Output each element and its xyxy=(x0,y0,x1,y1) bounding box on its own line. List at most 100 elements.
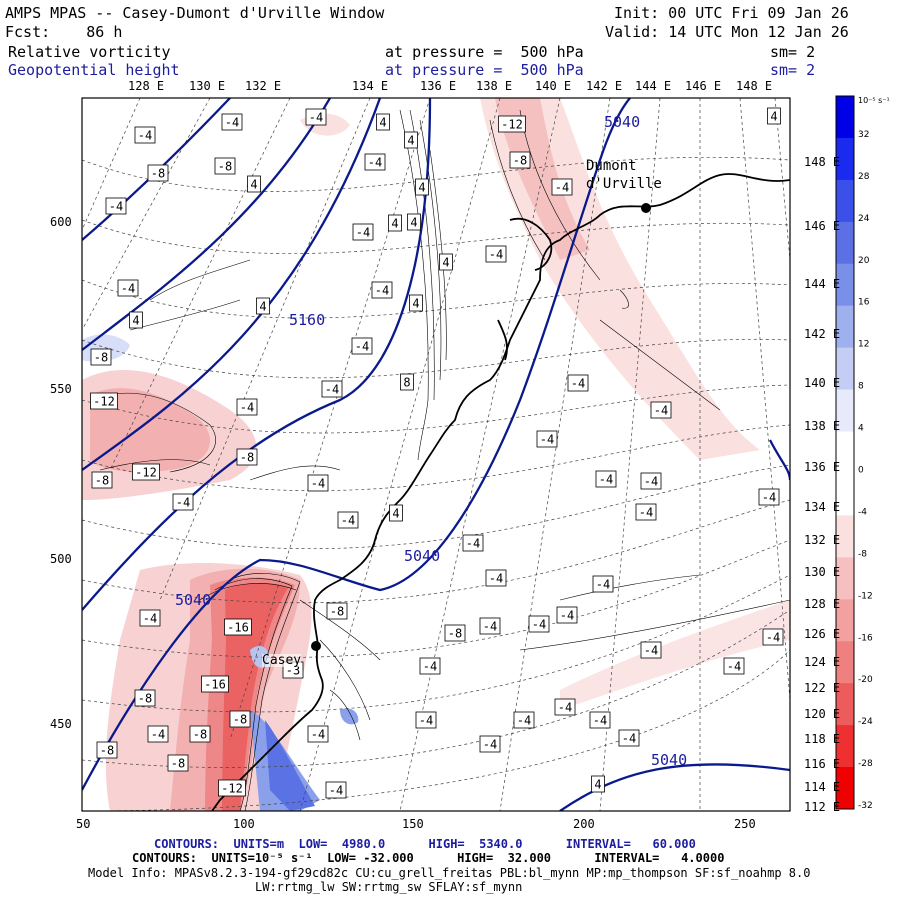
vorticity-label: -8 xyxy=(189,725,211,743)
vorticity-label: -4 xyxy=(415,711,437,729)
y-tick-label: 600 xyxy=(50,215,72,229)
vorticity-label: -4 xyxy=(307,725,329,743)
vorticity-label: -8 xyxy=(444,624,466,642)
longitude-label: 136 E xyxy=(420,79,457,93)
height-contour-info: CONTOURS: UNITS=m LOW= 4980.0 HIGH= 5340… xyxy=(154,837,696,851)
vorticity-label: -4 xyxy=(221,113,243,131)
vorticity-label: -4 xyxy=(635,503,657,521)
vorticity-label: 4 xyxy=(404,131,418,149)
vorticity-label-text: 4 xyxy=(259,300,266,314)
vorticity-label: -4 xyxy=(758,488,780,506)
vorticity-label: -8 xyxy=(90,348,112,366)
vorticity-label: 4 xyxy=(591,775,605,793)
latitude-label: 134 E xyxy=(804,500,841,514)
field2-name: Geopotential height xyxy=(8,61,180,79)
vorticity-label: -4 xyxy=(485,569,507,587)
vorticity-label-text: -4 xyxy=(311,728,325,742)
vorticity-label: -4 xyxy=(640,641,662,659)
colorbar-segment xyxy=(836,263,854,307)
vorticity-label-text: -4 xyxy=(483,738,497,752)
figure-title: AMPS MPAS -- Casey-Dumont d'Urville Wind… xyxy=(5,4,385,22)
colorbar-segment xyxy=(836,767,854,810)
colorbar-tick-label: 12 xyxy=(858,340,869,350)
x-tick-label: 200 xyxy=(573,817,595,831)
vorticity-label-text: -4 xyxy=(558,701,572,715)
latitude-label: 114 E xyxy=(804,780,841,794)
vorticity-label-text: 4 xyxy=(392,507,399,521)
colorbar-tick-label: 4 xyxy=(858,424,864,434)
vorticity-label: -4 xyxy=(147,725,169,743)
colorbar-tick-label: -24 xyxy=(858,717,873,727)
vorticity-label: 4 xyxy=(415,178,429,196)
x-tick-label: 150 xyxy=(402,817,424,831)
vorticity-label-text: -4 xyxy=(727,660,741,674)
latitude-label: 140 E xyxy=(804,376,841,390)
field1-smoothing: sm= 2 xyxy=(770,43,816,61)
vorticity-label-text: -4 xyxy=(419,714,433,728)
vorticity-label-text: -4 xyxy=(311,477,325,491)
vorticity-label: -4 xyxy=(371,281,393,299)
colorbar-tick-label: -20 xyxy=(858,675,873,685)
latitude-label: 146 E xyxy=(804,219,841,233)
vorticity-label-text: -4 xyxy=(355,340,369,354)
vorticity-contour-labels: -4-4 -4 44-12-84-8 -84-44 -4-4-44 4-44-44-444… xyxy=(90,107,784,799)
vorticity-label: -4 xyxy=(117,279,139,297)
vorticity-label-text: -4 xyxy=(329,784,343,798)
vorticity-label-text: -4 xyxy=(639,506,653,520)
init-time: Init: 00 UTC Fri 09 Jan 26 xyxy=(614,4,849,22)
vorticity-label-text: -4 xyxy=(555,181,569,195)
map-area: -4-4 -4 44-12-84-8 -84-44 -4-4-44 4-44-44-444… xyxy=(82,98,790,811)
vorticity-label-text: 4 xyxy=(379,116,386,130)
vorticity-label-text: -4 xyxy=(654,404,668,418)
colorbar-segment xyxy=(836,599,854,642)
vorticity-label: -4 xyxy=(351,337,373,355)
colorbar-frame xyxy=(835,95,855,810)
vorticity-label: -8 xyxy=(229,710,251,728)
vorticity-label: -8 xyxy=(96,741,118,759)
vorticity-label: -4 xyxy=(592,575,614,593)
vorticity-label-text: -4 xyxy=(560,609,574,623)
vorticity-label-text: -8 xyxy=(171,757,185,771)
colorbar: 10⁻⁵ s⁻¹ 32 28 24 20 16 12 8 4 0 -4 -8 -12 -16 -20 -24 -… xyxy=(835,95,890,811)
colorbar-tick-label: 24 xyxy=(858,214,870,224)
colorbar-segment xyxy=(836,389,854,433)
latitude-label: 138 E xyxy=(804,419,841,433)
vorticity-label: -4 xyxy=(172,493,194,511)
y-tick-label: 500 xyxy=(50,552,72,566)
height-label-5040-left: 5040 xyxy=(175,591,212,609)
colorbar-segment xyxy=(836,515,854,558)
vorticity-label: 4 xyxy=(256,297,270,315)
vorticity-label-text: -8 xyxy=(448,627,462,641)
latitude-label: 118 E xyxy=(804,732,841,746)
vorticity-label: -4 xyxy=(551,178,573,196)
vorticity-label: -4 xyxy=(485,245,507,263)
vorticity-label-text: -16 xyxy=(227,621,249,635)
vorticity-label: -8 xyxy=(326,602,348,620)
vorticity-label: -4 xyxy=(134,126,156,144)
vorticity-label-text: -8 xyxy=(513,154,527,168)
vorticity-label-text: -4 xyxy=(341,514,355,528)
vorticity-label: -4 xyxy=(479,617,501,635)
vorticity-label-text: -4 xyxy=(368,156,382,170)
latitude-label: 142 E xyxy=(804,327,841,341)
vorticity-label-text: -4 xyxy=(151,728,165,742)
vorticity-label-text: -4 xyxy=(762,491,776,505)
vorticity-label: -4 xyxy=(325,781,347,799)
vorticity-label-text: -4 xyxy=(176,496,190,510)
vorticity-label: 4 xyxy=(376,113,390,131)
vorticity-label-text: 4 xyxy=(407,134,414,148)
longitude-label: 132 E xyxy=(245,79,282,93)
field2-smoothing: sm= 2 xyxy=(770,61,816,79)
model-info-physics: LW:rrtmg_lw SW:rrtmg_sw SFLAY:sf_mynn xyxy=(255,880,523,894)
colorbar-tick-label: 28 xyxy=(858,172,870,182)
colorbar-tick-label: -4 xyxy=(858,507,867,517)
vorticity-label-text: -12 xyxy=(501,118,523,132)
dumont-durville-station-marker xyxy=(641,203,651,213)
vorticity-label: -4 xyxy=(536,430,558,448)
vorticity-label-text: -4 xyxy=(540,433,554,447)
vorticity-label-text: -8 xyxy=(330,605,344,619)
vorticity-label-text: -8 xyxy=(95,474,109,488)
vorticity-shading xyxy=(82,98,790,811)
vorticity-label-text: -4 xyxy=(109,200,123,214)
